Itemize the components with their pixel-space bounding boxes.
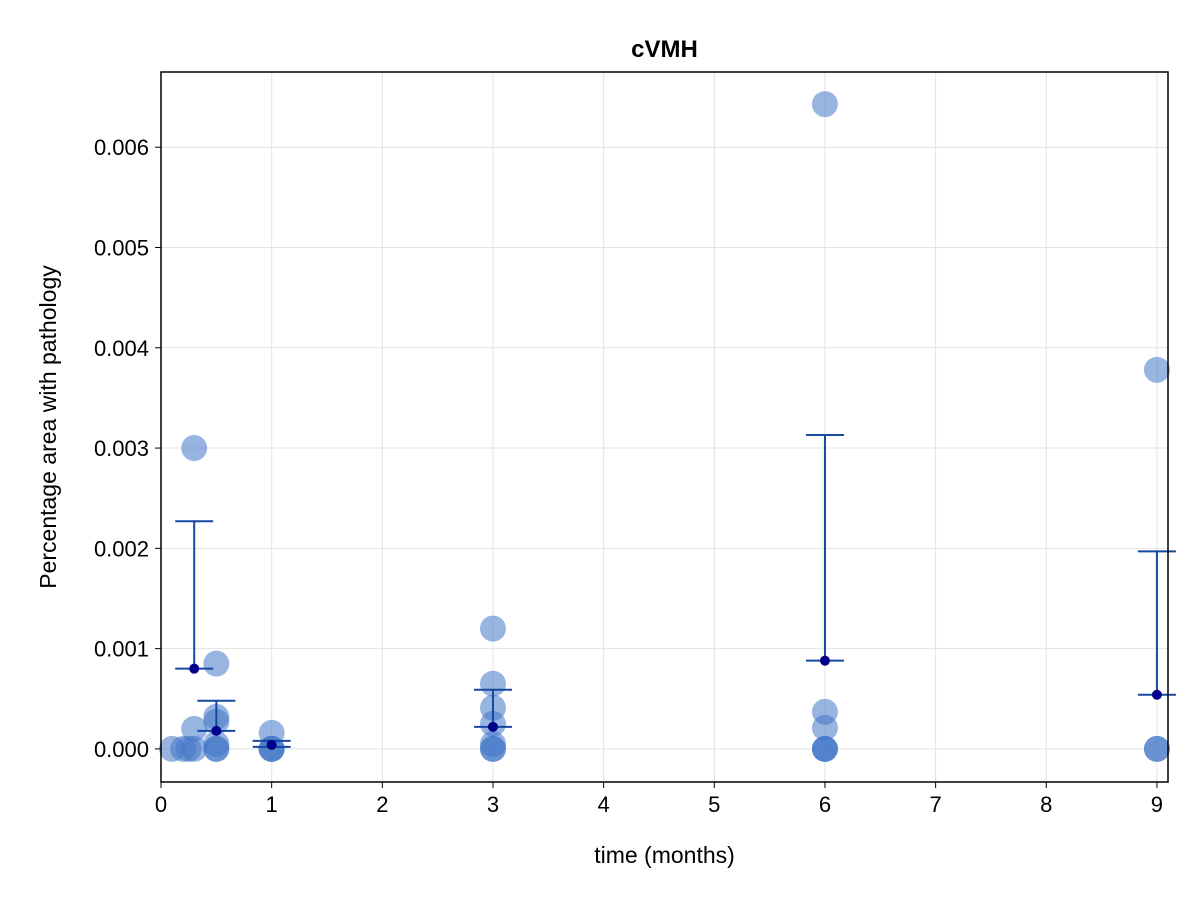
x-axis-ticks: 0 1 2 3 4 5 6 7 8 9 bbox=[155, 782, 1163, 817]
data-point bbox=[1143, 356, 1170, 383]
mean-marker bbox=[266, 739, 277, 750]
data-point bbox=[181, 735, 208, 762]
mean-marker bbox=[487, 721, 498, 732]
grid bbox=[160, 72, 1168, 782]
data-point bbox=[479, 615, 506, 642]
x-tick-label: 4 bbox=[598, 792, 610, 817]
y-tick-label: 0.006 bbox=[94, 135, 149, 160]
y-tick-label: 0.002 bbox=[94, 536, 149, 561]
mean-markers bbox=[189, 655, 1162, 750]
y-tick-label: 0.003 bbox=[94, 436, 149, 461]
x-tick-label: 0 bbox=[155, 792, 167, 817]
x-tick-label: 6 bbox=[819, 792, 831, 817]
x-axis-label: time (months) bbox=[594, 842, 735, 868]
x-tick-label: 1 bbox=[266, 792, 278, 817]
data-point bbox=[811, 714, 838, 741]
x-tick-label: 9 bbox=[1151, 792, 1163, 817]
data-point bbox=[479, 735, 506, 762]
data-point bbox=[181, 435, 208, 462]
mean-marker bbox=[1151, 689, 1162, 700]
data-point bbox=[203, 650, 230, 677]
y-axis-label: Percentage area with pathology bbox=[35, 265, 61, 589]
y-tick-label: 0.001 bbox=[94, 637, 149, 662]
mean-marker bbox=[211, 725, 222, 736]
y-axis-ticks: 0.000 0.001 0.002 0.003 0.004 0.005 0.006 bbox=[94, 135, 161, 762]
error-bars bbox=[175, 434, 1176, 748]
data-point bbox=[203, 735, 230, 762]
data-point bbox=[1143, 735, 1170, 762]
x-tick-label: 2 bbox=[376, 792, 388, 817]
mean-marker bbox=[819, 655, 830, 666]
mean-marker bbox=[189, 663, 200, 674]
data-point bbox=[811, 91, 838, 118]
x-tick-label: 3 bbox=[487, 792, 499, 817]
y-tick-label: 0.005 bbox=[94, 235, 149, 260]
chart-title: cVMH bbox=[631, 36, 698, 63]
data-point bbox=[811, 735, 838, 762]
y-tick-label: 0.000 bbox=[94, 737, 149, 762]
y-tick-label: 0.004 bbox=[94, 336, 149, 361]
x-tick-label: 7 bbox=[929, 792, 941, 817]
x-tick-label: 8 bbox=[1040, 792, 1052, 817]
plot-frame bbox=[160, 71, 1169, 783]
data-point bbox=[181, 715, 208, 742]
x-tick-label: 5 bbox=[708, 792, 720, 817]
